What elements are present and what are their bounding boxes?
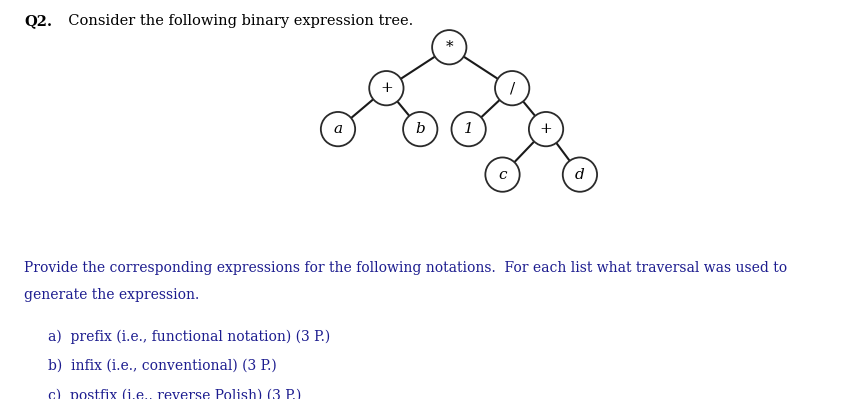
Text: Provide the corresponding expressions for the following notations.  For each lis: Provide the corresponding expressions fo… [24, 261, 787, 275]
Text: generate the expression.: generate the expression. [24, 288, 200, 302]
Text: b: b [416, 122, 425, 136]
Text: a: a [334, 122, 342, 136]
Text: c: c [499, 168, 507, 182]
Text: +: + [380, 81, 393, 95]
Ellipse shape [369, 71, 403, 105]
Ellipse shape [321, 112, 355, 146]
Text: /: / [510, 81, 515, 95]
Text: *: * [446, 40, 453, 54]
Text: c)  postfix (i.e., reverse Polish) (3 P.): c) postfix (i.e., reverse Polish) (3 P.) [48, 389, 301, 399]
Text: +: + [540, 122, 552, 136]
Text: 1: 1 [464, 122, 473, 136]
Ellipse shape [495, 71, 530, 105]
Ellipse shape [432, 30, 467, 64]
Text: a)  prefix (i.e., functional notation) (3 P.): a) prefix (i.e., functional notation) (3… [48, 329, 330, 344]
Text: b)  infix (i.e., conventional) (3 P.): b) infix (i.e., conventional) (3 P.) [48, 359, 276, 373]
Text: Q2.: Q2. [24, 14, 52, 28]
Ellipse shape [452, 112, 486, 146]
Ellipse shape [562, 158, 597, 192]
Ellipse shape [403, 112, 437, 146]
Ellipse shape [529, 112, 563, 146]
Text: Consider the following binary expression tree.: Consider the following binary expression… [59, 14, 413, 28]
Ellipse shape [486, 158, 519, 192]
Text: d: d [575, 168, 585, 182]
